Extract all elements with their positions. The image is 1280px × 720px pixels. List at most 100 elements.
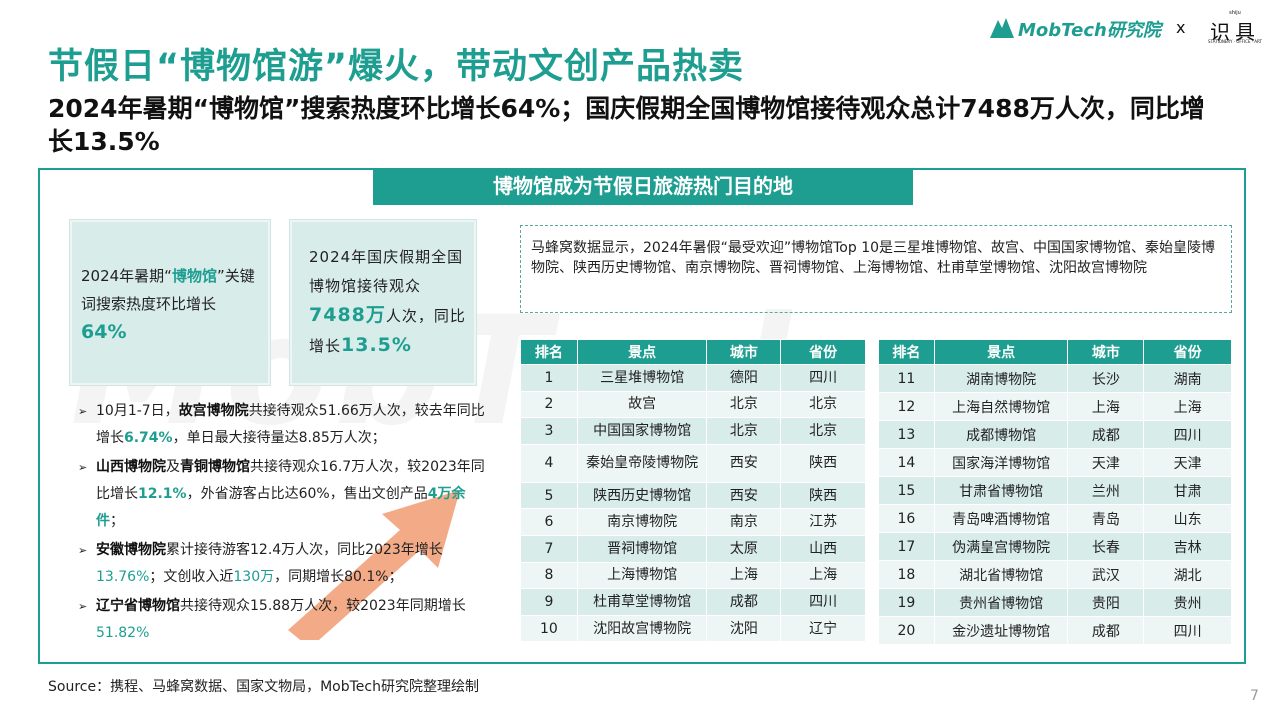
- table-row: 14 国家海洋博物馆 天津 天津: [878, 448, 1232, 477]
- table-row: 15 甘肃省博物馆 兰州 甘肃: [878, 476, 1232, 505]
- cell-rank: 14: [878, 448, 935, 477]
- cell-rank: 11: [878, 364, 935, 393]
- table-row: 7 晋祠博物馆 太原 山西: [520, 534, 866, 563]
- col-header-rank: 排名: [878, 339, 935, 365]
- source-note: Source：携程、马蜂窝数据、国家文物局，MobTech研究院整理绘制: [48, 679, 479, 695]
- cell-rank: 3: [520, 417, 578, 445]
- table-row: 19 贵州省博物馆 贵阳 贵州: [878, 588, 1232, 617]
- cell-city: 南京: [706, 508, 782, 536]
- cell-city: 北京: [706, 417, 782, 445]
- cell-site: 甘肃省博物馆: [933, 476, 1069, 505]
- museum-bullets: ➢ 10月1-7日，故宫博物院共接待观众51.66万人次，较去年同比增长6.74%…: [78, 398, 488, 649]
- col-header-city: 城市: [1067, 339, 1145, 365]
- table-row: 16 青岛啤酒博物馆 青岛 山东: [878, 504, 1232, 533]
- cell-rank: 13: [878, 420, 935, 449]
- stat-value: 64%: [81, 321, 127, 343]
- cell-province: 四川: [780, 364, 866, 392]
- cell-site: 杜甫草堂博物馆: [576, 588, 708, 616]
- cell-province: 上海: [1143, 392, 1232, 421]
- col-header-rank: 排名: [520, 339, 578, 365]
- col-header-province: 省份: [1143, 339, 1232, 365]
- trend-up-arrow-icon: [288, 490, 460, 640]
- table-row: 11 湖南博物院 长沙 湖南: [878, 364, 1232, 393]
- cell-rank: 6: [520, 508, 578, 536]
- cell-city: 兰州: [1067, 476, 1145, 505]
- col-header-province: 省份: [780, 339, 866, 365]
- cell-city: 武汉: [1067, 560, 1145, 589]
- cell-city: 西安: [706, 481, 782, 510]
- table-row: 17 伪满皇宫博物院 长春 吉林: [878, 532, 1232, 561]
- cell-site: 沈阳故宫博物院: [576, 614, 708, 643]
- table-row: 4 秦始皇帝陵博物院 西安 陕西: [520, 443, 866, 483]
- page-number: 7: [1250, 688, 1259, 704]
- cell-site: 金沙遗址博物馆: [933, 616, 1069, 645]
- cell-rank: 15: [878, 476, 935, 505]
- cell-site: 三星堆博物馆: [576, 364, 708, 392]
- bullet-anhui-museum: ➢ 安徽博物院累计接待游客12.4万人次，同比2023年增长13.76%；文创收入…: [78, 537, 488, 591]
- cell-province: 上海: [780, 561, 866, 590]
- cell-rank: 19: [878, 588, 935, 617]
- shiju-logo: shiju 识具 STATIONERY · OFFICE · ART: [1202, 10, 1268, 44]
- cell-site: 陕西历史博物馆: [576, 481, 708, 510]
- cell-site: 上海博物馆: [576, 561, 708, 590]
- table-row: 12 上海自然博物馆 上海 上海: [878, 392, 1232, 421]
- shiju-logo-small: shiju: [1229, 10, 1241, 16]
- section-banner: 博物馆成为节假日旅游热门目的地: [373, 168, 913, 205]
- cell-province: 湖南: [1143, 364, 1232, 393]
- table-row: 18 湖北省博物馆 武汉 湖北: [878, 560, 1232, 589]
- ranking-table-top10: 排名 景点 城市 省份 1 三星堆博物馆 德阳 四川 2 故宫 北京 北京 3 中国国家博物馆 北京…: [520, 339, 866, 643]
- cell-province: 山西: [780, 534, 866, 563]
- cell-site: 故宫: [576, 390, 708, 419]
- bullet-liaoning-museum: ➢ 辽宁省博物馆共接待观众15.88万人次，较2023年同期增长51.82%: [78, 593, 488, 647]
- cell-province: 四川: [780, 588, 866, 616]
- cell-rank: 5: [520, 481, 578, 510]
- header-logos: MobTech研究院 x shiju 识具 STATIONERY · OFFIC…: [990, 10, 1270, 44]
- table-row: 9 杜甫草堂博物馆 成都 四川: [520, 588, 866, 616]
- cell-site: 贵州省博物馆: [933, 588, 1069, 617]
- cell-province: 湖北: [1143, 560, 1232, 589]
- col-header-site: 景点: [933, 339, 1069, 365]
- ranking-table-11-20: 排名 景点 城市 省份 11 湖南博物院 长沙 湖南 12 上海自然博物馆 上海 上海 13 成都…: [878, 339, 1232, 645]
- cell-province: 吉林: [1143, 532, 1232, 561]
- bullet-palace-museum: ➢ 10月1-7日，故宫博物院共接待观众51.66万人次，较去年同比增长6.74%…: [78, 398, 488, 452]
- cell-site: 伪满皇宫博物院: [933, 532, 1069, 561]
- cell-city: 成都: [1067, 616, 1145, 645]
- page-title: 节假日“博物馆游”爆火，带动文创产品热卖: [48, 47, 745, 87]
- bullet-arrow-icon: ➢: [78, 600, 88, 613]
- cell-province: 天津: [1143, 448, 1232, 477]
- cell-city: 西安: [706, 443, 782, 483]
- bullet-arrow-icon: ➢: [78, 544, 88, 557]
- table-row: 10 沈阳故宫博物院 沈阳 辽宁: [520, 614, 866, 643]
- cell-province: 四川: [1143, 616, 1232, 645]
- table-row: 3 中国国家博物馆 北京 北京: [520, 417, 866, 445]
- cell-rank: 18: [878, 560, 935, 589]
- cell-province: 甘肃: [1143, 476, 1232, 505]
- cell-city: 天津: [1067, 448, 1145, 477]
- bullet-arrow-icon: ➢: [78, 405, 88, 418]
- page-subtitle: 2024年暑期“博物馆”搜索热度环比增长64%；国庆假期全国博物馆接待观众总计7…: [48, 94, 1205, 156]
- cell-site: 青岛啤酒博物馆: [933, 504, 1069, 533]
- stat-value: 7488万: [309, 304, 386, 326]
- cell-province: 陕西: [780, 481, 866, 510]
- cell-province: 陕西: [780, 443, 866, 483]
- cell-city: 长沙: [1067, 364, 1145, 393]
- cell-site: 晋祠博物馆: [576, 534, 708, 563]
- table-row: 20 金沙遗址博物馆 成都 四川: [878, 616, 1232, 645]
- table-header-row: 排名 景点 城市 省份: [520, 339, 866, 365]
- cell-city: 太原: [706, 534, 782, 563]
- cell-city: 上海: [706, 561, 782, 590]
- mobtech-logo-icon: [990, 18, 1014, 38]
- cell-city: 北京: [706, 390, 782, 419]
- cell-city: 青岛: [1067, 504, 1145, 533]
- cell-site: 国家海洋博物馆: [933, 448, 1069, 477]
- mobtech-logo-text: MobTech研究院: [1018, 20, 1161, 41]
- shiju-logo-text: 识具: [1210, 20, 1260, 44]
- col-header-site: 景点: [576, 339, 708, 365]
- cell-province: 山东: [1143, 504, 1232, 533]
- bullet-shanxi-museum: ➢ 山西博物院及青铜博物馆共接待观众16.7万人次，较2023年同比增长12.1%…: [78, 454, 488, 535]
- cell-site: 成都博物馆: [933, 420, 1069, 449]
- cell-province: 北京: [780, 417, 866, 445]
- cell-rank: 20: [878, 616, 935, 645]
- cell-province: 贵州: [1143, 588, 1232, 617]
- stat-card-visitors: 2024年国庆假期全国博物馆接待观众7488万人次，同比增长13.5%: [289, 219, 477, 386]
